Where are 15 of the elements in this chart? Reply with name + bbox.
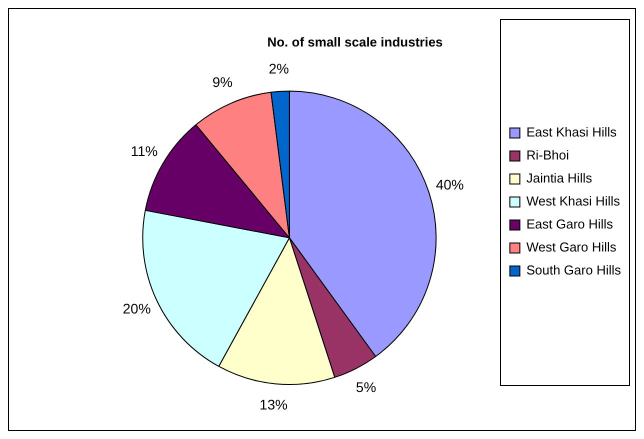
data-label: 2% xyxy=(268,60,289,76)
data-label: 5% xyxy=(356,378,376,395)
data-label: 13% xyxy=(260,396,288,413)
legend-label: Ri-Bhoi xyxy=(526,148,570,163)
legend-label: East Khasi Hills xyxy=(526,124,618,140)
legend-label: East Garo Hills xyxy=(526,216,614,232)
data-label: 11% xyxy=(130,142,158,159)
data-label: 40% xyxy=(436,176,464,193)
legend-label: South Garo Hills xyxy=(526,262,622,278)
legend-label: Jaintia Hills xyxy=(526,170,593,186)
legend-label: West Khasi Hills xyxy=(526,194,621,209)
data-label: 20% xyxy=(122,300,151,316)
legend-label: West Garo Hills xyxy=(526,240,617,255)
data-label: 9% xyxy=(212,74,233,90)
text: No. of small scale industries xyxy=(267,34,443,50)
